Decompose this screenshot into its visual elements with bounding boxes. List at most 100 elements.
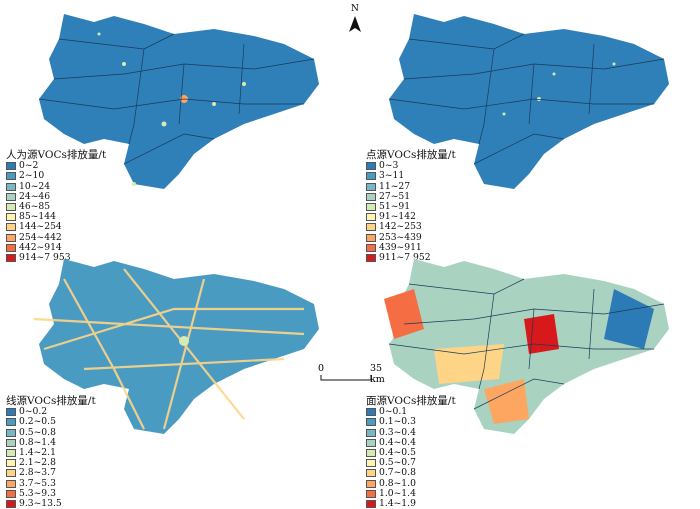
legend-label: 144~254 [19, 221, 62, 233]
legend-item: 0.5~0.8 [6, 427, 96, 438]
legend-label: 911~7 952 [379, 251, 431, 263]
legend-swatch [6, 162, 16, 171]
legend-item: 254~442 [6, 231, 106, 243]
legend-swatch [6, 469, 16, 478]
legend-label: 142~253 [379, 221, 422, 233]
legend-swatch [6, 479, 16, 488]
scale-bar-line [320, 375, 372, 381]
legend-item: 142~253 [366, 222, 456, 232]
legend-item: 0.7~0.8 [366, 468, 456, 478]
north-arrow-label: N [351, 4, 359, 14]
legend-swatch [6, 192, 16, 201]
legend-item: 51~91 [366, 200, 456, 212]
legend-label: 0.7~0.8 [379, 467, 416, 479]
legend-label: 0.8~1.0 [379, 477, 416, 489]
legend-item: 2~10 [6, 171, 106, 181]
panel-line [4, 244, 334, 484]
legend-item: 0~0.1 [366, 406, 456, 418]
legend-swatch [366, 469, 376, 478]
legend-label: 1.4~1.9 [379, 497, 416, 509]
legend-item: 46~85 [6, 200, 106, 212]
legend-item: 0.8~1.4 [6, 437, 96, 448]
legend-item: 0.2~0.5 [6, 417, 96, 427]
legend-swatch [366, 203, 376, 212]
legend-item: 911~7 952 [366, 251, 456, 263]
legend-item: 0~3 [366, 160, 456, 171]
legend-swatch [6, 428, 16, 437]
legend-swatch [366, 459, 376, 468]
legend-label: 0.4~0.5 [379, 446, 416, 458]
legend-swatch [6, 459, 16, 468]
legend-item: 24~46 [6, 190, 106, 202]
legend-swatch [6, 203, 16, 212]
scale-bar-end: 35 km [370, 363, 385, 385]
legend-label: 9.3~13.5 [19, 497, 62, 509]
legend-label: 914~7 953 [19, 251, 71, 263]
legend-item: 0.5~0.7 [366, 457, 456, 469]
legend-label: 51~91 [379, 200, 411, 212]
legend-item: 0.8~1.0 [366, 477, 456, 489]
legend-swatch [366, 172, 376, 181]
legend-title: 点源VOCs排放量/t [366, 149, 456, 161]
roads-line [33, 268, 305, 430]
legend-label: 3~11 [379, 170, 405, 182]
legend-swatch [366, 418, 376, 427]
legend-label: 0.5~0.7 [379, 457, 416, 469]
legend-title: 线源VOCs排放量/t [6, 395, 96, 407]
legend-swatch [366, 489, 376, 498]
legend-swatch [366, 223, 376, 232]
legend-area: 面源VOCs排放量/t 0~0.1 0.1~0.3 0.3~0.4 0.4~0.4 0.4… [366, 396, 456, 509]
legend-label: 3.7~5.3 [19, 477, 56, 489]
legend-label: 254~442 [19, 231, 62, 243]
legend-label: 0~0.1 [379, 406, 408, 418]
legend-item: 253~439 [366, 231, 456, 243]
legend-label: 5.3~9.3 [19, 487, 56, 499]
legend-label: 27~51 [379, 190, 411, 202]
panel-point [354, 4, 684, 244]
legend-label: 24~46 [19, 190, 51, 202]
legend-swatch [366, 213, 376, 222]
legend-swatch [6, 489, 16, 498]
hotspots-point [502, 62, 616, 116]
legend-swatch [366, 243, 376, 252]
legend-label: 0.2~0.5 [19, 416, 56, 428]
legend-label: 2.8~3.7 [19, 467, 56, 479]
legend-label: 0.4~0.4 [379, 436, 416, 448]
legend-swatch [366, 408, 376, 417]
legend-item: 2.1~2.8 [6, 457, 96, 468]
legend-item: 914~7 953 [6, 251, 106, 263]
legend-swatch [6, 233, 16, 242]
legend-item: 3~11 [366, 171, 456, 181]
legend-title: 面源VOCs排放量/t [366, 395, 456, 407]
legend-item: 5.3~9.3 [6, 487, 96, 499]
legend-item: 0.1~0.3 [366, 417, 456, 427]
legend-swatch [6, 408, 16, 417]
legend-swatch [366, 233, 376, 242]
legend-item: 11~27 [366, 181, 456, 192]
legend-item: 0.4~0.4 [366, 436, 456, 448]
legend-item: 3.7~5.3 [6, 477, 96, 489]
legend-swatch [366, 438, 376, 447]
legend-item: 0.4~0.5 [366, 446, 456, 458]
legend-label: 2~10 [19, 170, 45, 182]
legend-swatch [366, 192, 376, 201]
legend-label: 46~85 [19, 200, 51, 212]
legend-item: 0.3~0.4 [366, 427, 456, 438]
legend-title: 人为源VOCs排放量/t [6, 149, 107, 161]
north-arrow: N [345, 4, 365, 36]
legend-item: 1.0~1.4 [366, 488, 456, 499]
legend-label: 442~914 [19, 241, 62, 253]
legend-label: 0~0.2 [19, 406, 48, 418]
map-anthropogenic [38, 14, 319, 189]
legend-swatch [6, 449, 16, 458]
legend-anthropogenic: 人为源VOCs排放量/t 0~2 2~10 10~24 24~46 46~85 85~144… [6, 150, 106, 263]
legend-item: 91~142 [366, 211, 456, 222]
legend-label: 85~144 [19, 211, 56, 223]
scale-bar-start: 0 [318, 363, 325, 374]
city-center-line [179, 336, 189, 346]
legend-label: 0~2 [19, 160, 39, 172]
legend-label: 1.4~2.1 [19, 446, 56, 458]
legend-swatch [366, 253, 376, 262]
legend-label: 439~911 [379, 241, 422, 253]
legend-label: 253~439 [379, 231, 422, 243]
